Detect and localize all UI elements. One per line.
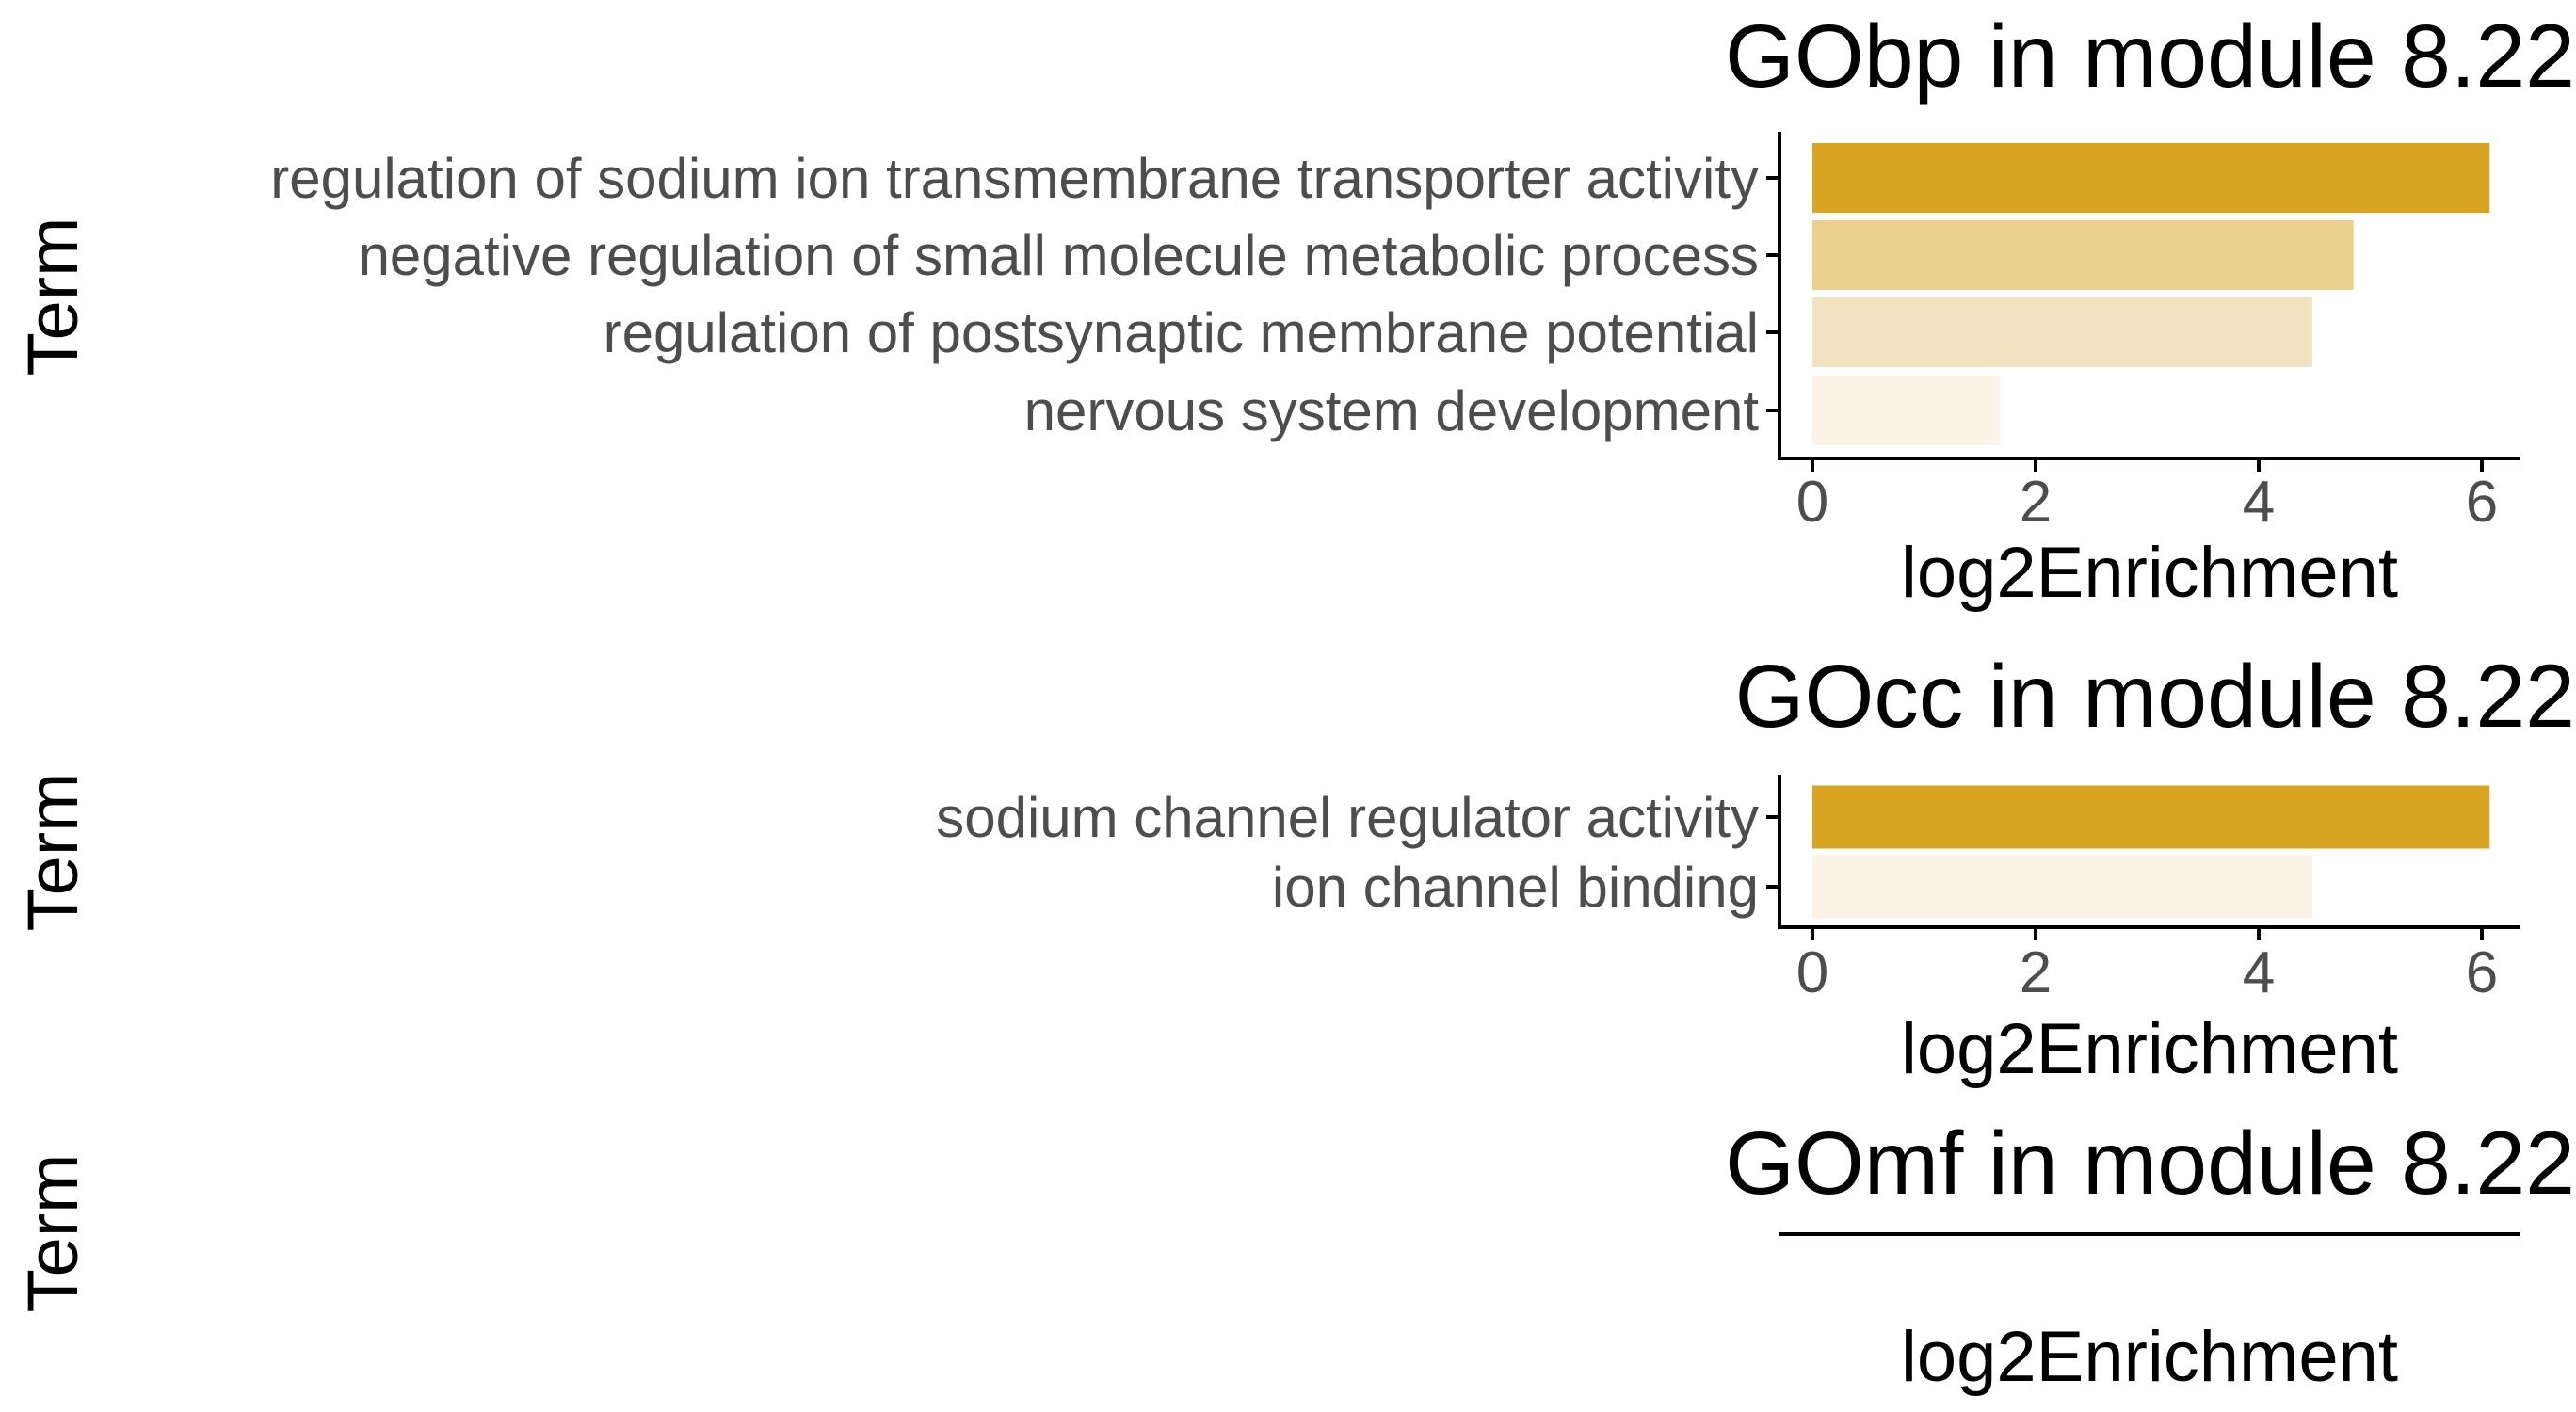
panel-title: GObp in module 8.22: [1725, 7, 2575, 106]
bar: [1812, 143, 2490, 213]
panel-title: GOcc in module 8.22: [1735, 647, 2575, 746]
term-label: regulation of postsynaptic membrane pote…: [604, 301, 1759, 364]
bar: [1812, 855, 2312, 919]
term-label: negative regulation of small molecule me…: [359, 224, 1759, 287]
term-label: regulation of sodium ion transmembrane t…: [270, 147, 1759, 210]
panels: GObp in module 8.22 Term log2Enrichment reg…: [13, 7, 2575, 1397]
x-tick-label: 4: [2243, 940, 2275, 1005]
x-axis-title: log2Enrichment: [1901, 1317, 2398, 1397]
y-axis-title: Term: [13, 217, 93, 377]
x-tick-label: 2: [2020, 470, 2052, 535]
x-tick-label: 0: [1796, 940, 1828, 1005]
bar: [1812, 785, 2490, 849]
y-axis-title: Term: [13, 773, 93, 932]
x-tick-label: 6: [2466, 940, 2498, 1005]
term-label: nervous system development: [1024, 379, 1760, 442]
bar: [1812, 220, 2354, 290]
term-label: ion channel binding: [1272, 856, 1759, 919]
x-tick-label: 4: [2243, 470, 2275, 535]
x-tick-label: 0: [1796, 470, 1828, 535]
x-tick-label: 6: [2466, 470, 2498, 535]
panel-title: GOmf in module 8.22: [1725, 1114, 2575, 1213]
x-axis-title: log2Enrichment: [1901, 1009, 2398, 1089]
chart-panel-2: GOcc in module 8.22 Term log2Enrichment sod…: [13, 647, 2575, 1089]
chart-panel-3: GOmf in module 8.22 Term log2Enrichment: [13, 1114, 2575, 1397]
bar: [1812, 297, 2312, 367]
term-label: sodium channel regulator activity: [936, 786, 1759, 849]
y-axis-title: Term: [13, 1154, 93, 1313]
bar: [1812, 376, 2001, 445]
x-axis-title: log2Enrichment: [1901, 533, 2398, 613]
x-tick-label: 2: [2020, 940, 2052, 1005]
chart-panel-1: GObp in module 8.22 Term log2Enrichment reg…: [13, 7, 2575, 613]
